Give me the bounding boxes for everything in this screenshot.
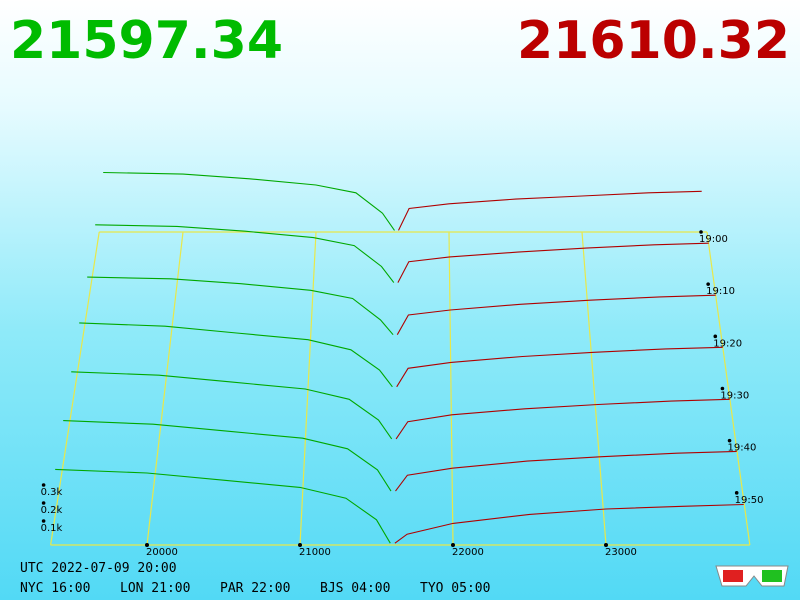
ask-depth-line	[398, 190, 702, 231]
bid-depth-line	[63, 420, 392, 492]
time-tick-mark	[699, 230, 703, 234]
city-time: NYC 16:00	[20, 581, 90, 596]
z-tick-label: 0.1k	[41, 523, 63, 534]
time-tick-mark	[706, 282, 710, 286]
time-tick-mark	[734, 491, 739, 495]
x-tick-label: 23000	[605, 547, 637, 558]
time-tick-mark	[720, 386, 725, 391]
x-tick-mark	[451, 543, 455, 547]
ask-depth-line	[396, 346, 723, 388]
z-tick-label: 0.2k	[41, 505, 63, 516]
time-tick-label: 19:10	[706, 286, 735, 297]
x-tick-label: 20000	[146, 547, 178, 558]
glasses-icon[interactable]	[715, 565, 789, 587]
city-time: TYO 05:00	[420, 581, 490, 596]
time-tick-mark	[713, 334, 718, 339]
time-tick-mark	[727, 438, 732, 443]
grid-line	[146, 231, 184, 546]
time-tick-label: 19:00	[699, 234, 728, 245]
ask-depth-line	[397, 242, 709, 283]
red-lens	[723, 570, 743, 582]
z-tick-mark	[41, 519, 46, 523]
bid-price: 21597.34	[10, 11, 283, 71]
x-tick-mark	[298, 543, 302, 547]
frame-left	[50, 231, 100, 546]
bid-depth-line	[79, 322, 393, 388]
z-tick-mark	[41, 483, 46, 487]
ask-depth-line	[394, 503, 744, 544]
ask-depth-line	[396, 294, 716, 335]
z-tick-label: 0.3k	[41, 487, 63, 498]
bid-depth-line	[55, 468, 391, 544]
bid-depth-line	[87, 276, 394, 336]
city-time: PAR 22:00	[220, 581, 290, 596]
grid-line	[448, 231, 454, 546]
green-lens	[762, 570, 782, 582]
city-time: LON 21:00	[120, 581, 190, 596]
x-tick-label: 21000	[299, 547, 331, 558]
grid-line	[299, 231, 317, 546]
frame-right	[706, 231, 751, 546]
bid-depth-line	[95, 224, 395, 283]
time-tick-label: 19:20	[713, 338, 742, 349]
utc-time: UTC 2022-07-09 20:00	[20, 561, 177, 576]
time-tick-label: 19:40	[728, 443, 757, 454]
time-tick-label: 19:30	[720, 391, 749, 402]
x-tick-label: 22000	[452, 547, 484, 558]
ask-depth-line	[395, 450, 737, 492]
city-time: BJS 04:00	[320, 581, 390, 596]
bid-depth-line	[71, 371, 393, 440]
ask-depth-line	[395, 398, 730, 440]
z-tick-mark	[41, 501, 46, 505]
x-tick-mark	[604, 543, 608, 547]
x-tick-mark	[145, 543, 149, 547]
bid-depth-line	[103, 171, 395, 231]
ask-price: 21610.32	[517, 11, 790, 71]
grid-line	[581, 231, 607, 546]
time-tick-label: 19:50	[735, 495, 764, 506]
